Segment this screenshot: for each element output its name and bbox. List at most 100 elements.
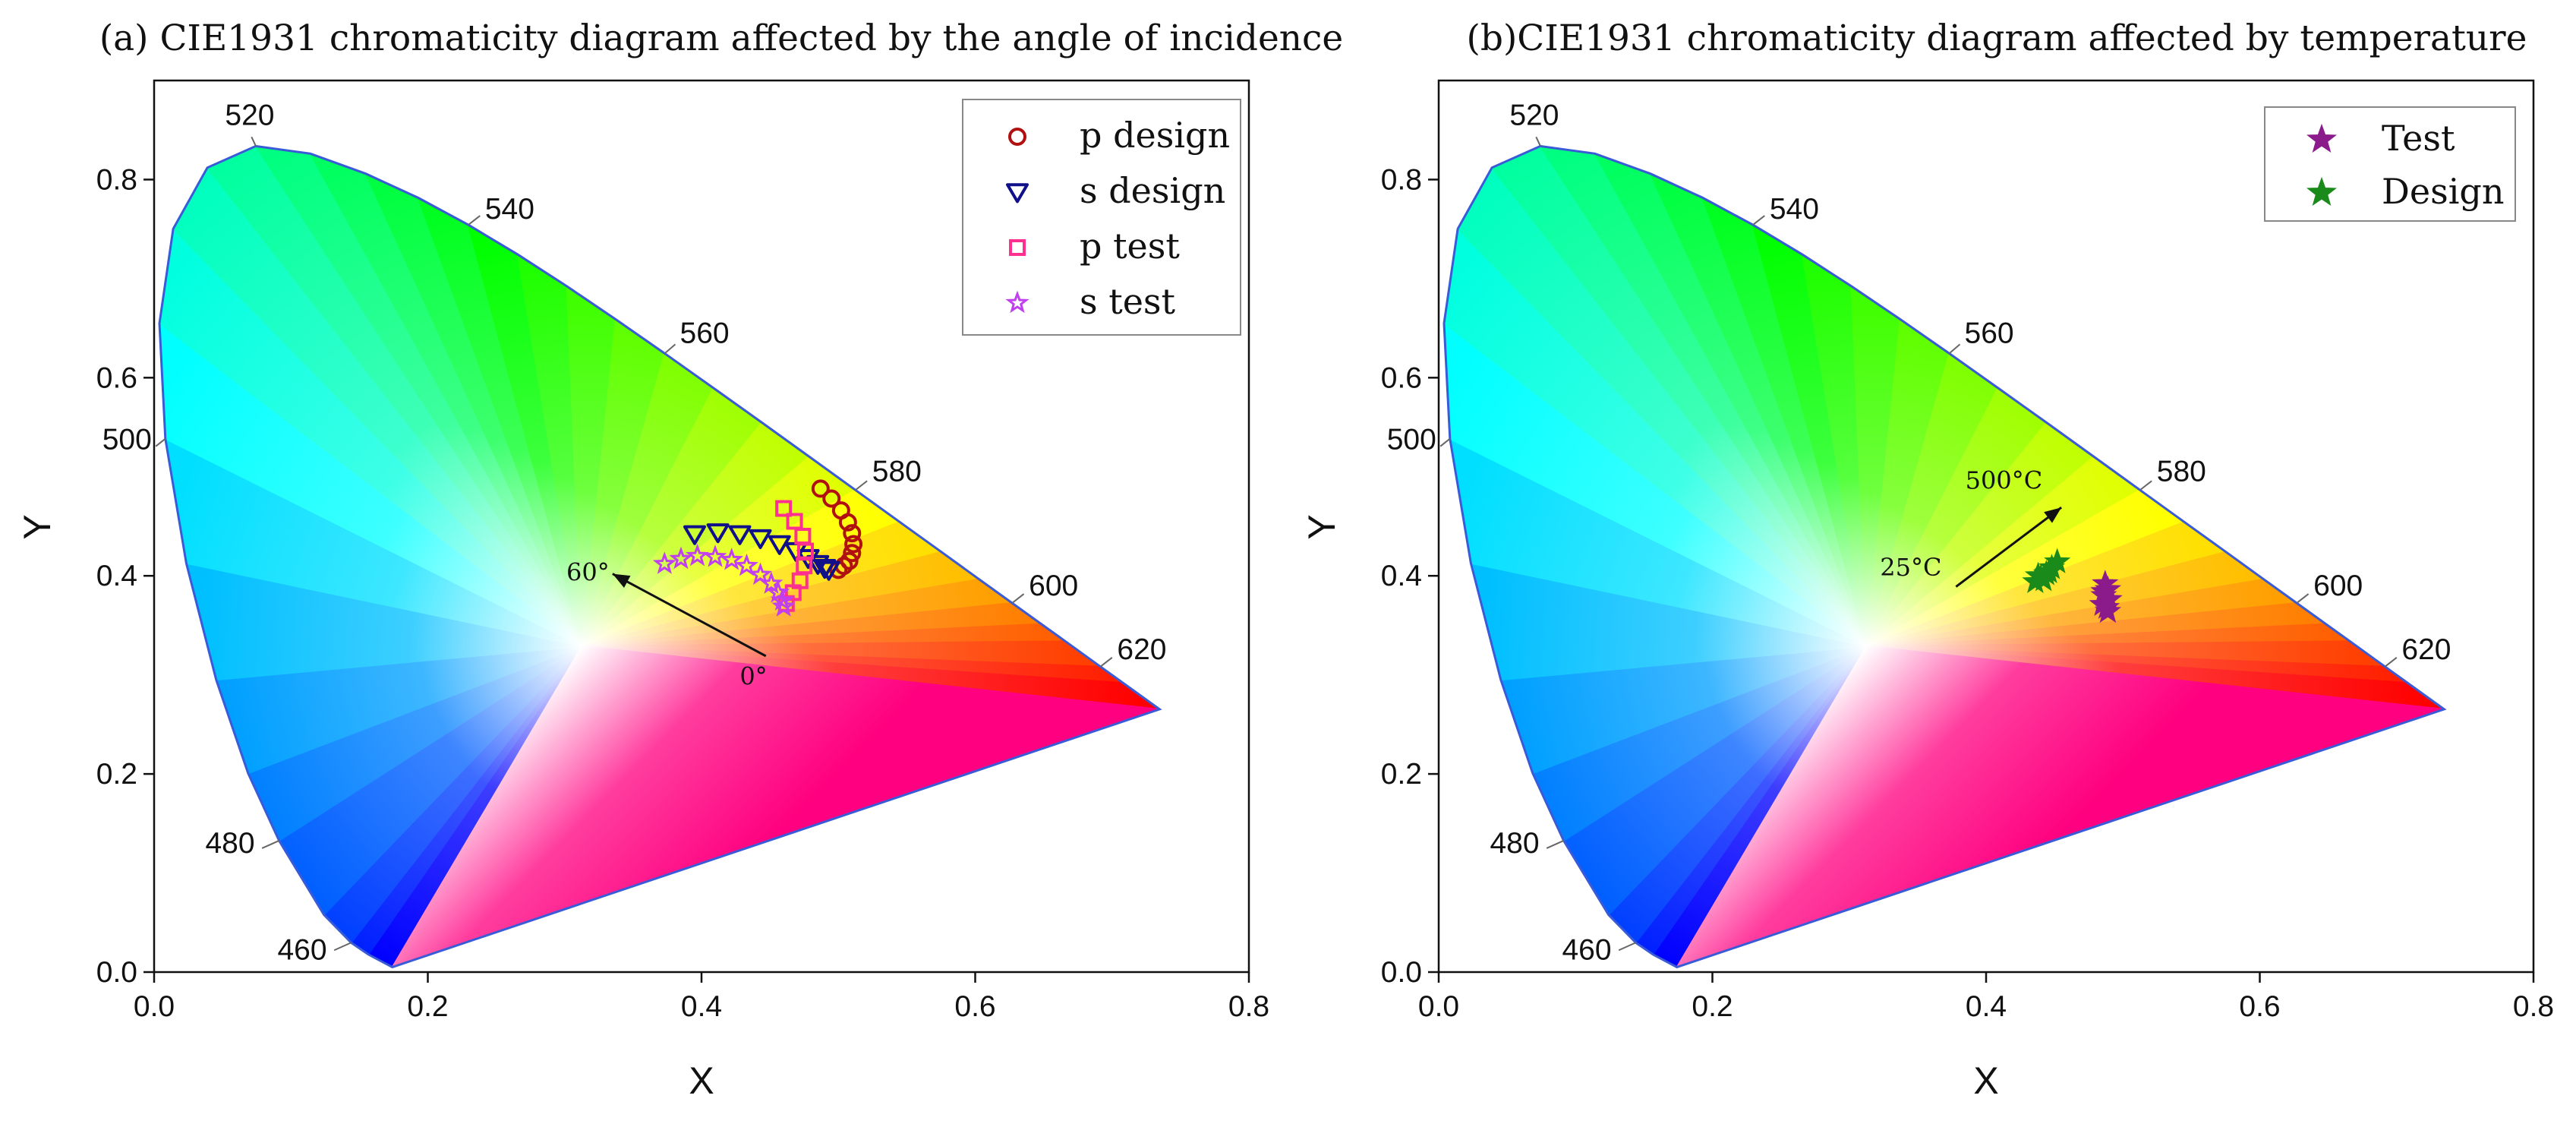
x-tick-label: 0.8 [2513,990,2554,1023]
wavelength-label-500: 500 [102,424,152,456]
wavelength-label-460: 460 [1562,933,1611,966]
annotation-60-deg: 60° [566,558,610,587]
wavelength-tick-600 [2296,593,2310,604]
panel-b-title: (b)CIE1931 chromaticity diagram affected… [1467,17,2527,59]
wavelength-label-520: 520 [225,99,274,131]
legend-marker-test [2306,123,2337,153]
x-tick-label: 0.6 [2239,990,2280,1023]
data-point [768,535,791,555]
wavelength-label-500: 500 [1387,424,1436,456]
series-p-test [775,500,814,612]
y-tick-label: 0.8 [1381,163,1422,196]
temperature-arrow [1955,507,2063,588]
legend-a: p design s design p test s test [962,99,1241,336]
data-point [813,559,837,579]
x-tick-label: 0.2 [407,990,448,1023]
x-tick-label: 0.0 [1418,990,1459,1023]
series-s-test [652,543,796,617]
series-p-design [811,479,863,579]
x-tick-label: 0.4 [681,990,722,1023]
legend-marker-s-test [1005,290,1029,314]
data-point [686,543,710,567]
legend-label-test: Test [2382,118,2455,159]
legend-marker-design [2306,176,2337,206]
data-point [838,513,857,532]
data-point [706,523,730,544]
series-s-design [683,523,840,581]
wavelength-label-620: 620 [1117,633,1166,666]
data-point [775,500,793,517]
legend-label-p-design: p design [1080,115,1230,156]
data-point [811,479,830,498]
data-point [844,535,863,554]
data-point [2094,597,2121,623]
data-point [683,525,706,545]
wavelength-tick-560 [664,343,676,355]
data-point [2044,548,2071,573]
x-tick-label: 0.8 [1228,990,1269,1023]
legend-label-s-test: s test [1080,281,1176,322]
y-tick-label: 0.2 [96,758,137,791]
y-tick-label: 0.6 [96,361,137,394]
wavelength-label-480: 480 [1490,827,1539,860]
data-point [669,546,693,570]
angle-arrow [612,573,767,658]
y-tick-label: 0.4 [96,560,137,592]
data-point [720,548,744,570]
y-tick-label: 0.8 [96,163,137,196]
x-tick-label: 0.6 [954,990,995,1023]
data-point [759,571,784,594]
panel-temperature: (b)CIE1931 chromaticity diagram affected… [1301,17,2554,1102]
data-point [817,560,840,581]
legend-marker-p-test [1009,239,1026,256]
wavelength-tick-600 [1011,593,1025,604]
panel-a-title: (a) CIE1931 chromaticity diagram affecte… [99,17,1343,59]
legend-marker-p-design [1008,128,1026,146]
legend-label-design: Design [2382,171,2505,212]
wavelength-label-600: 600 [2313,570,2363,602]
data-point [2090,577,2117,603]
data-point [806,554,830,575]
wavelength-label-520: 520 [1509,99,1559,131]
y-tick-label: 0.2 [1381,758,1422,791]
wavelength-tick-460 [333,942,352,952]
data-point [728,525,752,545]
data-point [749,529,772,550]
wavelength-tick-460 [1618,942,1636,952]
wavelength-tick-500 [1439,437,1451,447]
data-point [703,545,727,567]
x-axis-label-a: X [689,1059,714,1102]
wavelength-label-560: 560 [680,317,730,349]
wavelength-tick-580 [2139,480,2152,491]
wavelength-tick-580 [855,480,868,491]
data-point [840,551,859,570]
x-tick-label: 0.2 [1692,990,1733,1023]
x-tick-label: 0.4 [1966,990,2007,1023]
data-point [2030,565,2057,592]
legend-box-b [2264,106,2516,222]
wavelength-tick-480 [1546,839,1564,849]
panel-angle-of-incidence: (a) CIE1931 chromaticity diagram affecte… [16,17,1343,1102]
data-point [843,524,862,543]
wavelength-tick-620 [1099,657,1113,668]
wavelength-label-580: 580 [2157,455,2206,488]
x-axis-label-b: X [1973,1059,1998,1102]
y-tick-label: 0.4 [1381,560,1422,592]
wavelength-label-480: 480 [205,827,254,860]
y-tick-label: 0.0 [96,956,137,989]
data-point [822,489,841,508]
wavelength-label-540: 540 [1770,193,1819,226]
wavelength-label-460: 460 [277,933,326,966]
series-design [2022,548,2071,593]
wavelength-tick-520 [251,136,257,147]
wavelength-label-580: 580 [872,455,922,488]
y-tick-label: 0.6 [1381,361,1422,394]
wavelength-label-620: 620 [2401,633,2451,666]
data-point [652,551,676,574]
annotation-500C: 500°C [1966,466,2043,494]
legend-label-p-test: p test [1080,226,1180,267]
wavelength-tick-480 [261,839,279,849]
wavelength-tick-500 [155,437,166,447]
y-tick-label: 0.0 [1381,956,1422,989]
